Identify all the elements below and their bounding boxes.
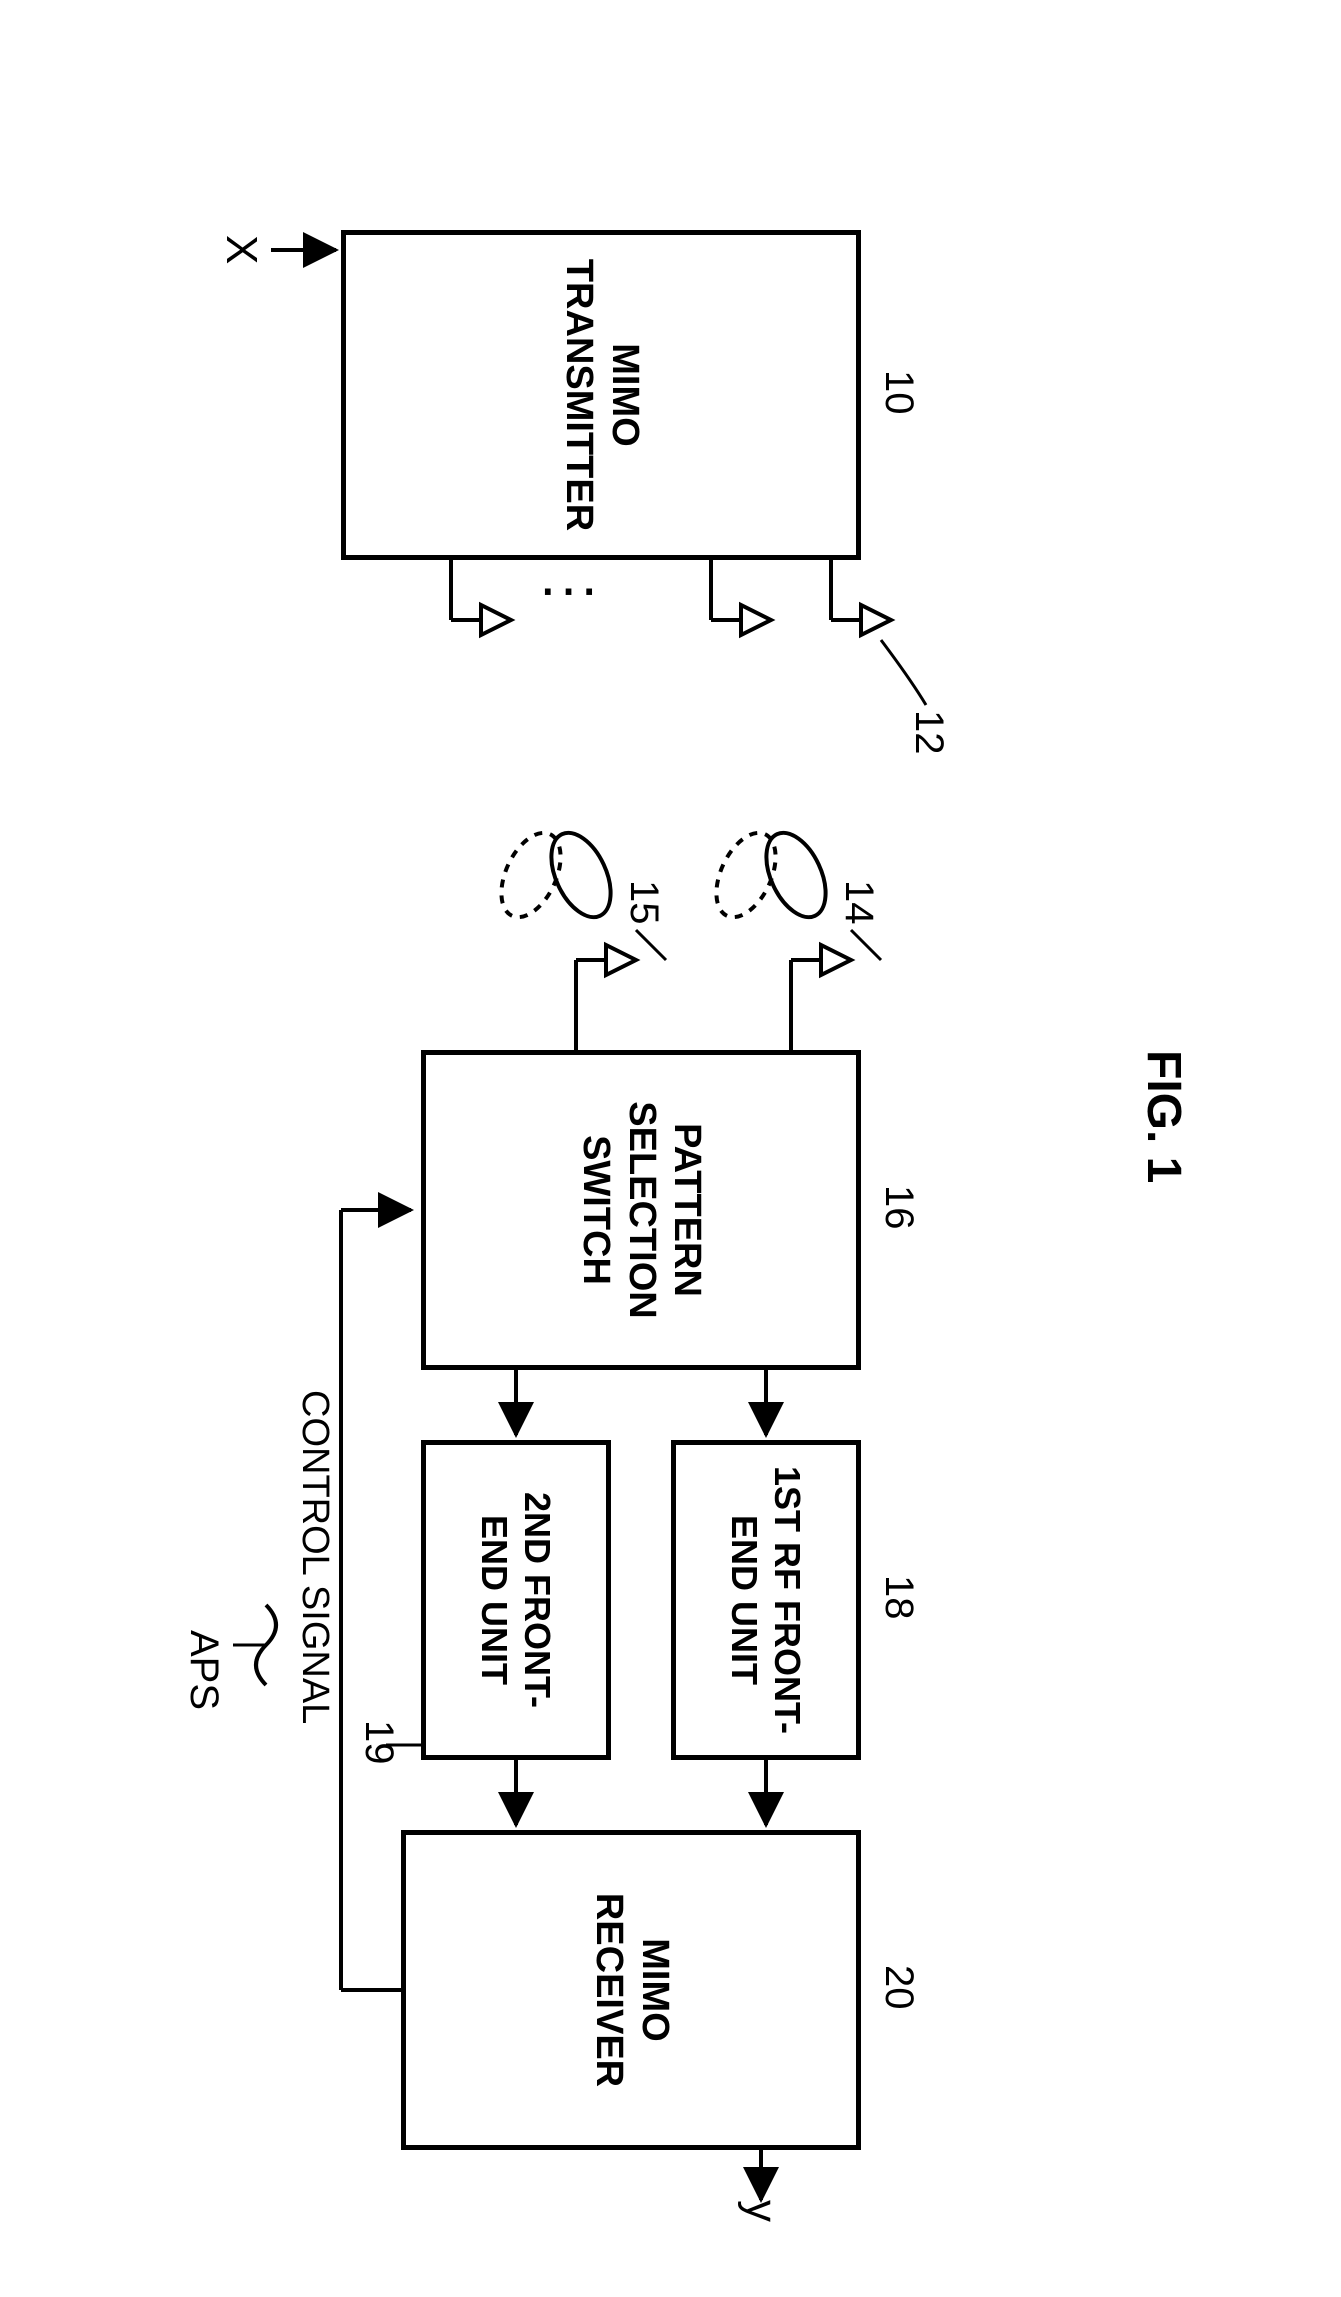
block-mimo-receiver: MIMO RECEIVER xyxy=(401,1830,861,2150)
input-x: X xyxy=(216,235,266,264)
ref-rx-ant2: 15 xyxy=(621,880,666,925)
block-mimo-transmitter: MIMO TRANSMITTER xyxy=(341,230,861,560)
ref-rf2: 19 xyxy=(356,1720,401,1765)
ref-tx: 10 xyxy=(876,370,921,415)
block-label: 2ND FRONT- END UNIT xyxy=(473,1492,559,1708)
block-rf-frontend-2: 2ND FRONT- END UNIT xyxy=(421,1440,611,1760)
ref-psw: 16 xyxy=(876,1185,921,1230)
block-pattern-selection-switch: PATTERN SELECTION SWITCH xyxy=(421,1050,861,1370)
control-signal-label: CONTROL SIGNAL xyxy=(293,1390,336,1724)
block-label: MIMO RECEIVER xyxy=(585,1893,676,2087)
block-rf-frontend-1: 1ST RF FRONT- END UNIT xyxy=(671,1440,861,1760)
block-label: PATTERN SELECTION SWITCH xyxy=(573,1101,710,1318)
aps-label: APS xyxy=(181,1630,226,1710)
figure-title: FIG. 1 xyxy=(1136,1050,1191,1183)
tx-antenna-ellipsis: ... xyxy=(535,575,597,644)
output-y: y xyxy=(736,2200,786,2222)
ref-rx: 20 xyxy=(876,1965,921,2010)
ref-rx-ant1: 14 xyxy=(836,880,881,925)
ref-tx-antenna: 12 xyxy=(906,710,951,755)
ref-rf1: 18 xyxy=(876,1575,921,1620)
block-label: 1ST RF FRONT- END UNIT xyxy=(723,1466,809,1734)
block-label: MIMO TRANSMITTER xyxy=(555,259,646,531)
